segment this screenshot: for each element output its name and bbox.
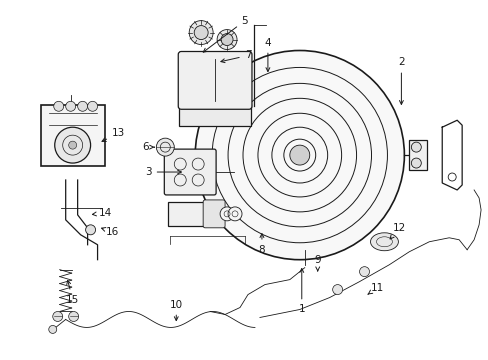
Circle shape [85, 225, 95, 235]
Text: 14: 14 [92, 208, 112, 218]
Circle shape [217, 30, 237, 50]
FancyBboxPatch shape [41, 105, 104, 166]
Text: 11: 11 [367, 283, 384, 294]
FancyBboxPatch shape [203, 200, 224, 228]
Text: 6: 6 [142, 142, 154, 152]
Circle shape [78, 101, 87, 111]
Circle shape [54, 101, 63, 111]
Text: 16: 16 [102, 227, 119, 237]
Text: 10: 10 [169, 300, 183, 320]
Circle shape [220, 207, 234, 221]
FancyBboxPatch shape [164, 149, 216, 195]
Text: 4: 4 [264, 37, 271, 72]
FancyBboxPatch shape [408, 140, 427, 170]
Circle shape [68, 311, 79, 321]
Circle shape [68, 141, 77, 149]
FancyBboxPatch shape [179, 104, 250, 126]
Circle shape [410, 142, 421, 152]
Text: 8: 8 [258, 234, 264, 255]
Circle shape [194, 26, 208, 40]
Circle shape [359, 267, 369, 276]
Circle shape [49, 325, 57, 333]
Text: 15: 15 [66, 280, 79, 305]
Circle shape [332, 285, 342, 294]
Circle shape [55, 127, 90, 163]
Circle shape [227, 207, 242, 221]
Circle shape [189, 21, 213, 45]
Circle shape [156, 138, 174, 156]
Text: 2: 2 [397, 58, 404, 104]
FancyBboxPatch shape [168, 202, 207, 226]
Text: 3: 3 [145, 167, 181, 177]
Text: 12: 12 [389, 223, 405, 239]
Circle shape [65, 101, 76, 111]
Circle shape [410, 158, 421, 168]
Ellipse shape [370, 233, 398, 251]
Text: 13: 13 [102, 128, 125, 141]
Circle shape [53, 311, 62, 321]
Circle shape [221, 33, 233, 45]
Circle shape [87, 101, 98, 111]
FancyBboxPatch shape [178, 51, 251, 109]
Circle shape [195, 50, 404, 260]
Text: 9: 9 [314, 255, 321, 271]
Text: 1: 1 [298, 269, 305, 315]
Circle shape [289, 145, 309, 165]
Text: 5: 5 [203, 15, 248, 52]
Text: 7: 7 [221, 50, 251, 63]
